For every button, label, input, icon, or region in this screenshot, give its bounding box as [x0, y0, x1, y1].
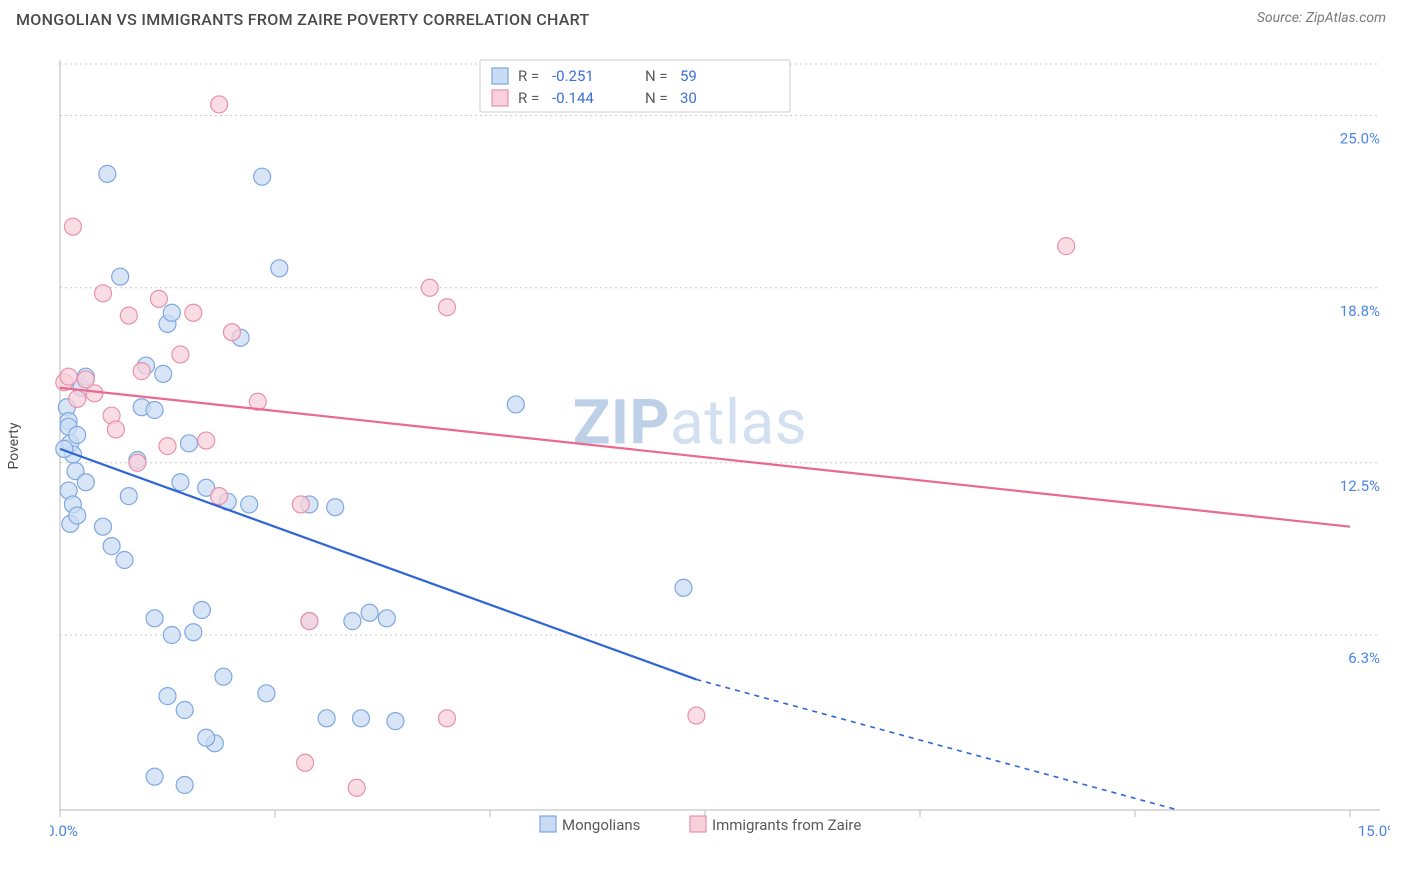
scatter-point — [185, 304, 202, 321]
scatter-point — [129, 454, 146, 471]
bottom-legend-label-b: Immigrants from Zaire — [712, 816, 861, 834]
scatter-point — [507, 396, 524, 413]
scatter-point — [172, 474, 189, 491]
scatter-point — [348, 779, 365, 796]
scatter-point — [301, 613, 318, 630]
scatter-point — [172, 346, 189, 363]
scatter-point — [163, 627, 180, 644]
scatter-point — [378, 610, 395, 627]
scatter-point — [112, 268, 129, 285]
scatter-point — [688, 707, 705, 724]
y-tick-label: 18.8% — [1340, 302, 1380, 320]
x-tick-label: 15.0% — [1358, 822, 1390, 840]
scatter-point — [69, 427, 86, 444]
scatter-point — [211, 96, 228, 113]
chart-plot-area: 6.3% 12.5% 18.8% 25.0% 0.0% 15.0% ZIPatlas R =-… — [50, 50, 1390, 840]
scatter-point — [146, 768, 163, 785]
scatter-point — [176, 702, 193, 719]
scatter-point — [198, 729, 215, 746]
legend-n-value-b: 30 — [680, 89, 697, 107]
scatter-point — [193, 602, 210, 619]
scatter-point — [439, 299, 456, 316]
y-tick-label: 12.5% — [1340, 477, 1380, 495]
scatter-point — [155, 365, 172, 382]
scatter-point — [387, 713, 404, 730]
legend-r-label: R = — [518, 67, 539, 85]
scatter-point — [439, 710, 456, 727]
legend-r-label: R = — [518, 89, 539, 107]
scatter-point — [224, 324, 241, 341]
scatter-point — [181, 435, 198, 452]
scatter-point — [150, 290, 167, 307]
scatter-point — [421, 279, 438, 296]
scatter-point — [241, 496, 258, 513]
scatter-point — [176, 777, 193, 794]
scatter-point — [292, 496, 309, 513]
legend-n-label: N = — [645, 67, 668, 85]
scatter-point — [99, 165, 116, 182]
x-tick-label: 0.0% — [50, 822, 78, 840]
scatter-point — [271, 260, 288, 277]
scatter-point — [146, 402, 163, 419]
scatter-point — [198, 432, 215, 449]
scatter-point — [95, 285, 112, 302]
regression-line-a — [60, 449, 696, 680]
watermark: ZIPatlas — [573, 386, 808, 459]
scatter-point — [116, 552, 133, 569]
scatter-point — [353, 710, 370, 727]
regression-line-a-extrapolated — [696, 679, 1178, 810]
scatter-point — [159, 438, 176, 455]
scatter-point — [95, 518, 112, 535]
scatter-point — [344, 613, 361, 630]
scatter-point — [133, 363, 150, 380]
scatter-point — [361, 604, 378, 621]
scatter-point — [64, 218, 81, 235]
scatter-point — [86, 385, 103, 402]
scatter-point — [1058, 238, 1075, 255]
scatter-point — [327, 499, 344, 516]
bottom-legend-label-a: Mongolians — [562, 816, 640, 834]
scatter-point — [103, 538, 120, 555]
scatter-point — [163, 304, 180, 321]
y-axis-label: Poverty — [6, 396, 22, 496]
scatter-point — [297, 754, 314, 771]
y-tick-label: 6.3% — [1348, 649, 1380, 667]
scatter-point — [107, 421, 124, 438]
legend-n-value-a: 59 — [680, 67, 697, 85]
legend-n-label: N = — [645, 89, 668, 107]
source-credit: Source: ZipAtlas.com — [1257, 10, 1386, 26]
scatter-point — [120, 488, 137, 505]
scatter-point — [69, 390, 86, 407]
scatter-point — [77, 474, 94, 491]
scatter-point — [60, 368, 77, 385]
bottom-legend-swatch-b — [690, 816, 706, 832]
scatter-point — [69, 507, 86, 524]
scatter-point — [56, 440, 73, 457]
legend-swatch-b — [492, 90, 508, 106]
scatter-point — [185, 624, 202, 641]
scatter-point — [146, 610, 163, 627]
scatter-point — [254, 168, 271, 185]
chart-svg: 6.3% 12.5% 18.8% 25.0% 0.0% 15.0% ZIPatlas R =-… — [50, 50, 1390, 840]
legend-r-value-b: -0.144 — [552, 89, 594, 107]
scatter-point — [675, 579, 692, 596]
scatter-point — [120, 307, 137, 324]
chart-title: MONGOLIAN VS IMMIGRANTS FROM ZAIRE POVER… — [16, 10, 590, 29]
scatter-point — [318, 710, 335, 727]
y-tick-label: 25.0% — [1340, 130, 1380, 148]
scatter-point — [211, 488, 228, 505]
bottom-legend-swatch-a — [540, 816, 556, 832]
scatter-point — [159, 688, 176, 705]
scatter-point — [215, 668, 232, 685]
legend-r-value-a: -0.251 — [552, 67, 594, 85]
scatter-point — [258, 685, 275, 702]
legend-swatch-a — [492, 68, 508, 84]
